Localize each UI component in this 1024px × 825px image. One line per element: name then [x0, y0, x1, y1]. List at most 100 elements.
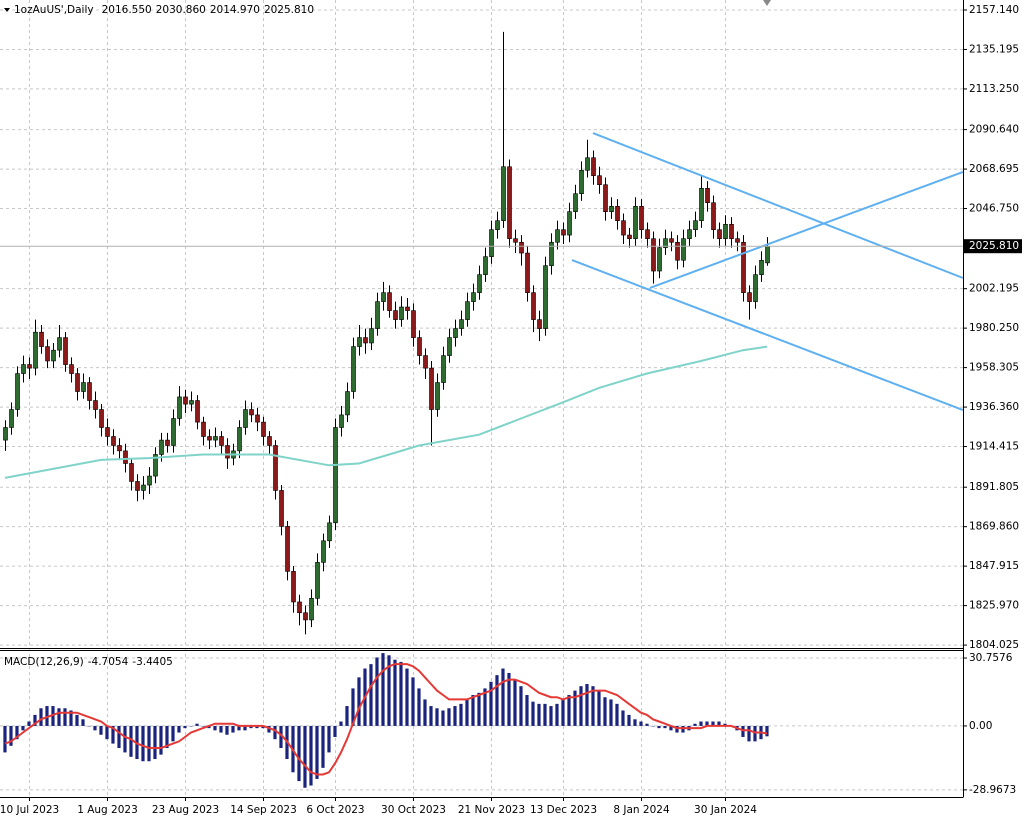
macd-bar — [723, 723, 727, 726]
macd-bar — [663, 725, 667, 729]
macd-bar — [579, 686, 583, 726]
candle-body — [543, 265, 548, 329]
y-tick-label: 2046.750 — [969, 203, 1019, 215]
macd-bar — [327, 725, 331, 753]
candle-body — [615, 205, 620, 221]
candle-body — [63, 337, 68, 365]
macd-bar — [375, 657, 379, 726]
candle-body — [57, 337, 62, 351]
macd-bar — [561, 699, 565, 726]
macd-bar — [741, 725, 745, 737]
macd-bar — [321, 725, 325, 768]
x-tick-label: 23 Aug 2023 — [152, 804, 219, 816]
macd-bar — [279, 725, 283, 748]
candle-body — [27, 364, 32, 369]
macd-bar — [501, 668, 505, 726]
trendline — [592, 132, 964, 279]
macd-bar — [45, 706, 49, 726]
macd-bar — [63, 708, 67, 726]
macd-value: -4.7054 — [88, 656, 129, 668]
candle-body — [75, 373, 80, 392]
candle-body — [279, 490, 284, 527]
candle-body — [333, 427, 338, 524]
macd-bar — [585, 683, 589, 726]
candle-body — [471, 292, 476, 302]
y-tick-label: 2068.695 — [969, 163, 1019, 175]
macd-bar — [531, 701, 535, 726]
candle-body — [345, 391, 350, 416]
candle-body — [657, 247, 662, 272]
macd-bar — [171, 725, 175, 742]
macd-bar — [177, 725, 181, 733]
macd-bar — [81, 719, 85, 726]
macd-bar — [69, 710, 73, 726]
macd-bar — [543, 703, 547, 726]
trendline — [649, 170, 964, 289]
y-tick-label: 1914.415 — [969, 441, 1019, 453]
candle-body — [201, 421, 206, 437]
candle-body — [267, 436, 272, 446]
macd-bar — [267, 725, 271, 733]
macd-bar — [573, 690, 577, 726]
candle-body — [225, 445, 230, 459]
candle-body — [261, 421, 266, 437]
candle-body — [519, 241, 524, 254]
candle-body — [597, 175, 602, 186]
macd-bar — [93, 725, 97, 731]
macd-bar — [423, 699, 427, 726]
y-tick-label: 2113.250 — [969, 83, 1019, 95]
macd-bar — [225, 725, 229, 735]
x-tick-label: 8 Jan 2024 — [613, 804, 670, 816]
macd-bar — [195, 723, 199, 726]
candle-body — [735, 238, 740, 243]
macd-bar — [129, 725, 133, 757]
signal-value: -3.4405 — [132, 656, 173, 668]
candle-body — [465, 301, 470, 320]
x-tick-label: 14 Sep 2023 — [230, 804, 297, 816]
macd-bar — [753, 725, 757, 742]
macd-bar — [141, 725, 145, 762]
macd-bar — [51, 706, 55, 726]
candle-body — [525, 252, 530, 293]
candle-body — [417, 337, 422, 356]
y-tick-label: 1936.360 — [969, 401, 1019, 413]
candle-body — [741, 241, 746, 293]
candle-body — [123, 450, 128, 464]
macd-bar — [33, 714, 37, 726]
open-value: 2016.550 — [102, 4, 152, 16]
macd-bar — [627, 714, 631, 726]
macd-title: MACD(12,26,9) — [4, 656, 84, 668]
marks-layer: 2157.140 2135.195 2113.250 2090.640 2068.695… — [0, 4, 1022, 816]
y-tick-label: 2090.640 — [969, 124, 1019, 136]
candle-body — [159, 439, 164, 455]
y-tick-label: 1980.250 — [969, 322, 1019, 334]
macd-bar — [405, 668, 409, 726]
macd-bar — [111, 725, 115, 744]
macd-bar — [471, 695, 475, 726]
macd-bar — [657, 725, 661, 729]
macd-bar — [231, 725, 235, 733]
candle-body — [321, 540, 326, 563]
candle-body — [423, 355, 428, 369]
macd-bar — [567, 695, 571, 726]
macd-bar — [477, 692, 481, 726]
candle-body — [195, 400, 200, 423]
y-tick-label: 30.7576 — [969, 652, 1013, 664]
candle-body — [327, 522, 332, 542]
y-tick-label: 2135.195 — [969, 43, 1019, 55]
macd-bar — [219, 725, 223, 733]
macd-bar — [15, 725, 19, 740]
macd-bar — [555, 703, 559, 726]
macd-bar — [21, 725, 25, 731]
candle-body — [531, 292, 536, 320]
macd-bar — [153, 725, 157, 760]
candle-body — [33, 331, 38, 369]
candle-body — [69, 364, 74, 374]
candle-body — [669, 238, 674, 243]
candle-body — [249, 409, 254, 416]
macd-bar — [591, 686, 595, 726]
close-value: 2025.810 — [264, 4, 314, 16]
macd-bar — [435, 708, 439, 726]
macd-bar — [489, 681, 493, 726]
macd-bar — [429, 706, 433, 726]
